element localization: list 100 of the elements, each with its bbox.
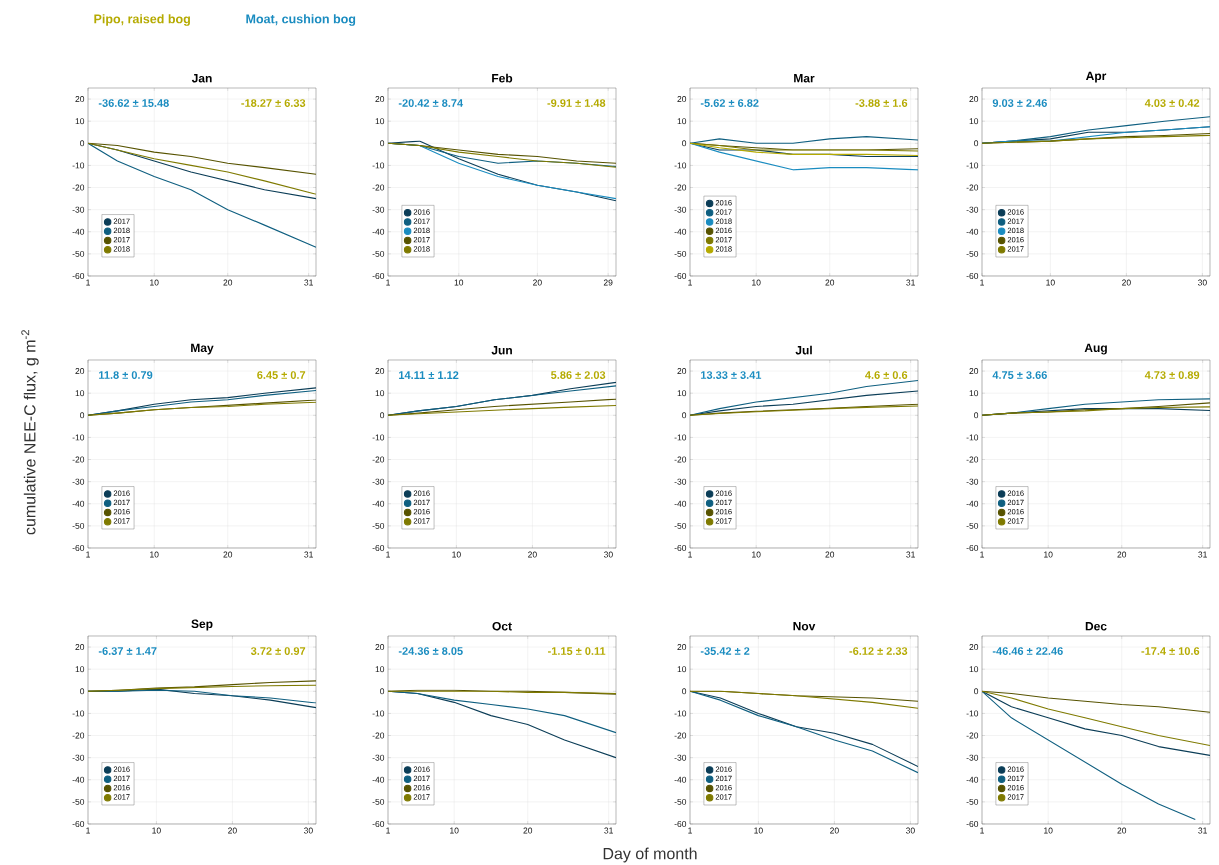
chart-title: Jul xyxy=(795,345,812,355)
y-tick-label: 0 xyxy=(974,412,979,419)
x-tick-label: 10 xyxy=(1046,279,1055,286)
y-tick-label: -30 xyxy=(372,206,385,213)
x-tick-label: 1 xyxy=(86,551,90,558)
y-tick-label: -10 xyxy=(72,710,85,717)
chart-title: Feb xyxy=(492,73,513,83)
x-tick-label: 20 xyxy=(533,279,542,286)
x-tick-label: 1 xyxy=(386,827,390,834)
x-tick-label: 30 xyxy=(304,827,313,834)
annotation: 3.72 ± 0.97 xyxy=(250,647,306,655)
y-tick-label: -20 xyxy=(372,456,385,463)
x-tick-label: 20 xyxy=(825,279,835,286)
y-tick-label: -50 xyxy=(674,250,687,257)
y-tick-label: 20 xyxy=(375,644,385,651)
annotation: 4.6 ± 0.6 xyxy=(865,371,908,379)
y-tick-label: -50 xyxy=(372,250,385,257)
chart-title: Apr xyxy=(1085,71,1107,83)
annotation: -5.62 ± 6.82 xyxy=(700,99,759,107)
text: Pipo, raised bog xyxy=(94,14,190,26)
y-tick-label: -30 xyxy=(966,754,979,761)
y-tick-label: 0 xyxy=(682,140,687,147)
y-tick-label: 10 xyxy=(375,390,385,397)
y-tick-label: 20 xyxy=(969,96,979,103)
text: Moat, cushion bog xyxy=(246,14,356,26)
y-tick-label: 20 xyxy=(75,644,85,651)
y-tick-label: -10 xyxy=(966,434,979,441)
annotation: -9.91 ± 1.48 xyxy=(547,99,606,107)
y-tick-label: 10 xyxy=(969,118,979,125)
x-tick-label: 1 xyxy=(688,551,692,558)
annotation: -24.36 ± 8.05 xyxy=(398,647,463,655)
y-tick-label: -60 xyxy=(966,273,979,279)
x-tick-label: 10 xyxy=(754,827,763,834)
x-tick-label: 20 xyxy=(1117,551,1127,558)
y-tick-label: -10 xyxy=(966,162,979,169)
y-tick-label: -10 xyxy=(674,162,687,169)
y-tick-label: -10 xyxy=(674,434,687,441)
y-tick-label: 0 xyxy=(380,688,385,695)
y-tick-label: -50 xyxy=(966,522,979,529)
chart-title: Nov xyxy=(793,622,816,631)
x-tick-label: 10 xyxy=(454,279,464,286)
annotation: 13.33 ± 3.41 xyxy=(701,371,762,379)
y-tick-label: 0 xyxy=(682,688,687,695)
y-tick-label: 10 xyxy=(75,390,85,397)
y-tick-label: 20 xyxy=(75,96,85,103)
y-tick-label: 10 xyxy=(677,390,687,397)
x-tick-label: 1 xyxy=(980,827,984,834)
y-tick-label: -60 xyxy=(72,820,85,827)
x-tick-label: 20 xyxy=(228,827,237,834)
x-tick-label: 1 xyxy=(86,827,90,834)
annotation: -17.4 ± 10.6 xyxy=(1141,647,1200,655)
y-tick-label: 0 xyxy=(80,688,85,695)
chart-title: Dec xyxy=(1085,622,1107,631)
y-tick-label: 0 xyxy=(380,412,385,419)
y-tick-label: -30 xyxy=(966,478,979,485)
annotation: -36.62 ± 15.48 xyxy=(98,99,169,107)
y-tick-label: 20 xyxy=(75,368,85,375)
x-tick-label: 10 xyxy=(450,827,459,834)
x-tick-label: 31 xyxy=(304,551,313,558)
x-tick-label: 20 xyxy=(223,551,233,558)
x-tick-label: 20 xyxy=(1122,279,1131,286)
y-tick-label: 10 xyxy=(375,666,385,673)
y-tick-label: 0 xyxy=(682,412,687,419)
y-tick-label: -30 xyxy=(674,206,687,213)
y-tick-label: -40 xyxy=(966,228,979,235)
y-tick-label: -40 xyxy=(372,228,385,235)
annotation: 6.45 ± 0.7 xyxy=(257,371,306,379)
y-tick-label: -10 xyxy=(72,162,85,169)
y-tick-label: -50 xyxy=(966,250,979,257)
y-tick-label: -10 xyxy=(372,434,385,441)
x-tick-label: 1 xyxy=(386,279,390,286)
x-tick-label: 1 xyxy=(688,279,692,286)
y-tick-label: 0 xyxy=(380,140,385,147)
y-tick-label: -40 xyxy=(966,500,979,507)
chart-title: Oct xyxy=(492,621,512,631)
x-tick-label: 30 xyxy=(604,551,613,558)
y-tick-label: -30 xyxy=(966,206,979,213)
y-tick-label: -60 xyxy=(72,273,85,279)
y-tick-label: -50 xyxy=(674,798,687,805)
chart-title: Jun xyxy=(491,346,512,355)
y-tick-label: -50 xyxy=(966,798,979,805)
y-tick-label: -40 xyxy=(72,228,85,235)
y-tick-label: -10 xyxy=(72,434,85,441)
y-tick-label: -60 xyxy=(674,820,687,827)
y-tick-label: 10 xyxy=(75,666,85,673)
y-tick-label: 10 xyxy=(969,390,979,397)
x-tick-label: 20 xyxy=(825,551,835,558)
y-tick-label: -40 xyxy=(72,776,85,783)
annotation: 4.03 ± 0.42 xyxy=(1144,99,1200,107)
x-tick-label: 10 xyxy=(152,827,161,834)
x-tick-label: 20 xyxy=(1117,827,1127,834)
x-tick-label: 31 xyxy=(1198,827,1207,834)
y-tick-label: -40 xyxy=(372,500,385,507)
y-tick-label: 20 xyxy=(969,644,979,651)
annotation: -1.15 ± 0.11 xyxy=(548,647,606,655)
y-tick-label: -10 xyxy=(372,710,385,717)
y-tick-label: -30 xyxy=(72,754,85,761)
x-tick-label: 31 xyxy=(906,279,915,286)
y-tick-label: -60 xyxy=(372,820,385,827)
y-tick-label: 20 xyxy=(375,96,385,103)
